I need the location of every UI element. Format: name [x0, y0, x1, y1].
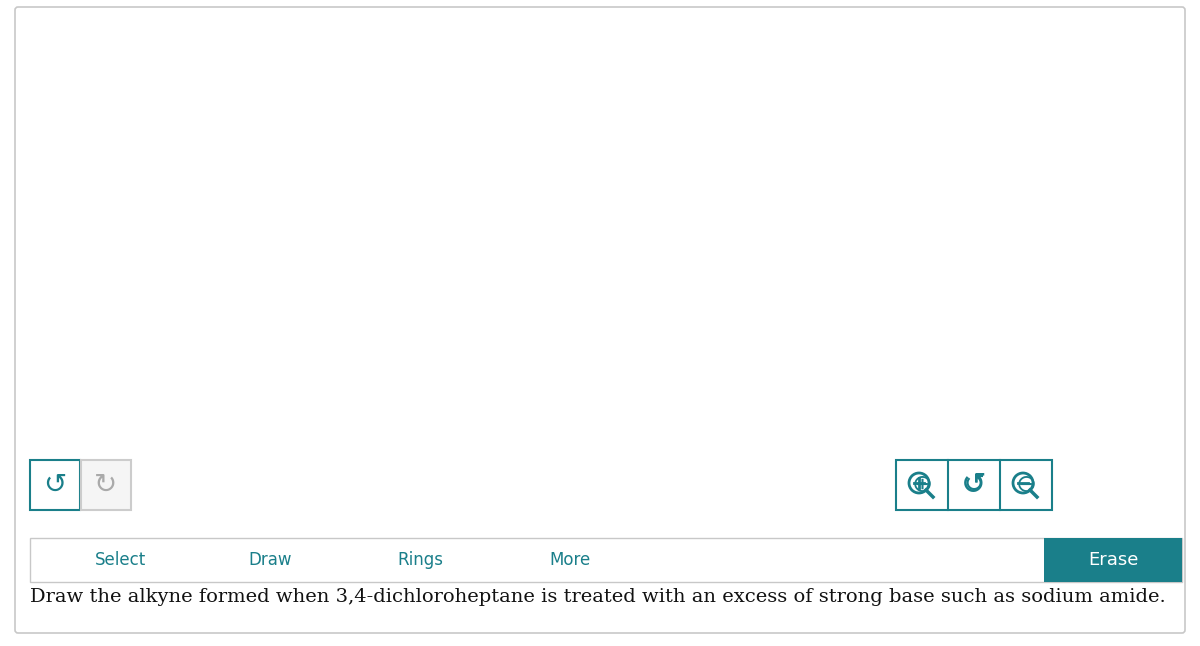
- Text: ↻: ↻: [95, 471, 118, 499]
- Text: More: More: [550, 551, 590, 569]
- Text: Draw the alkyne formed when 3,4-dichloroheptane is treated with an excess of str: Draw the alkyne formed when 3,4-dichloro…: [30, 588, 1165, 606]
- FancyBboxPatch shape: [14, 7, 1186, 633]
- Bar: [30, 460, 80, 510]
- Text: Select: Select: [95, 551, 145, 569]
- Text: Draw: Draw: [248, 551, 292, 569]
- Text: ↺: ↺: [961, 470, 986, 499]
- Bar: [30, 538, 1182, 582]
- Text: Rings: Rings: [397, 551, 443, 569]
- Text: Erase: Erase: [1088, 551, 1138, 569]
- Text: ⊕: ⊕: [912, 473, 932, 497]
- Text: ⊖: ⊖: [1015, 473, 1037, 497]
- Bar: [1044, 538, 1182, 582]
- Text: ↺: ↺: [964, 473, 984, 497]
- Bar: [82, 460, 131, 510]
- Text: ↺: ↺: [43, 471, 67, 499]
- Bar: [896, 460, 1052, 510]
